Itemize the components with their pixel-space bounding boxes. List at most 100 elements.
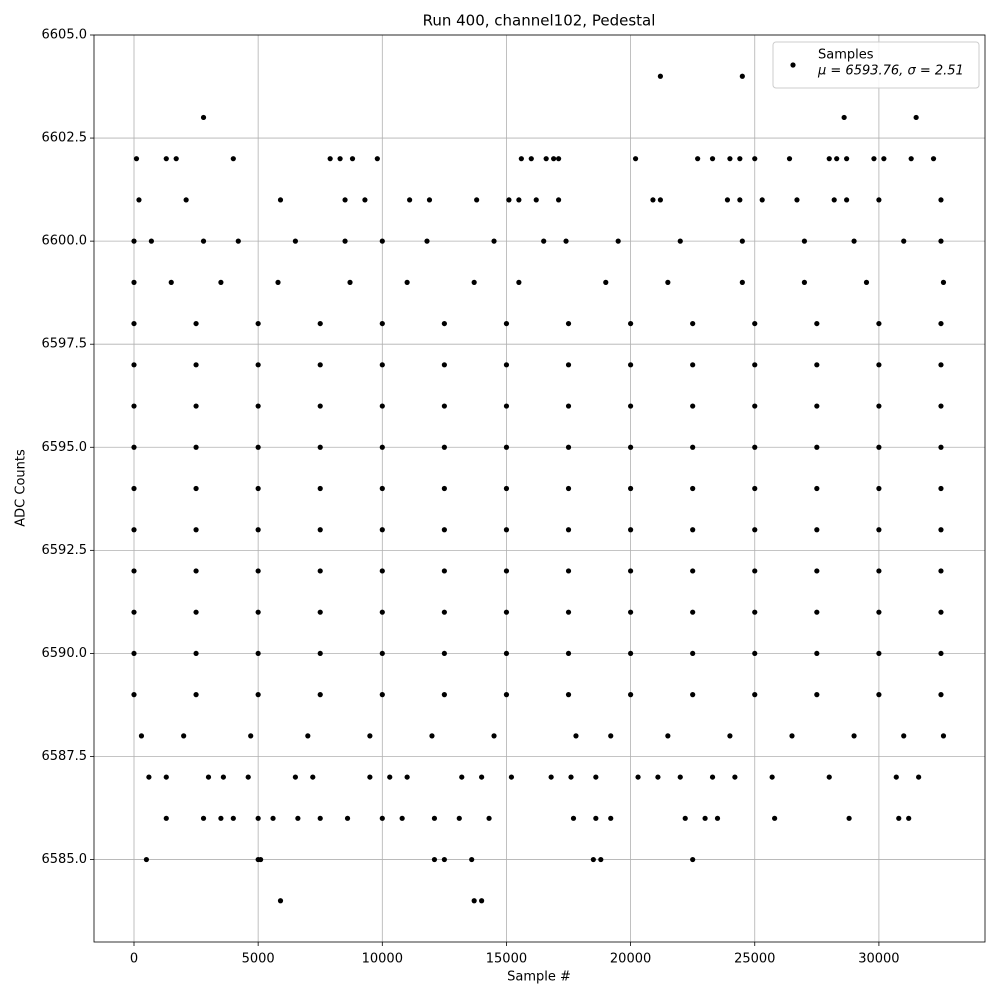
point bbox=[193, 403, 199, 409]
x-tick-label: 30000 bbox=[858, 952, 899, 967]
point bbox=[543, 156, 549, 162]
point bbox=[317, 527, 323, 533]
point bbox=[876, 692, 882, 698]
point bbox=[255, 527, 261, 533]
point bbox=[665, 733, 671, 739]
point bbox=[628, 568, 634, 574]
point bbox=[344, 815, 351, 821]
x-tick-label: 20000 bbox=[610, 952, 651, 967]
point bbox=[193, 485, 199, 492]
point bbox=[317, 362, 323, 368]
point bbox=[598, 856, 604, 863]
point bbox=[131, 485, 137, 492]
point bbox=[650, 197, 656, 203]
point bbox=[205, 774, 212, 780]
point bbox=[486, 815, 492, 821]
point bbox=[317, 444, 323, 450]
point bbox=[690, 692, 696, 698]
y-tick-label: 6600.0 bbox=[42, 234, 88, 249]
point bbox=[218, 279, 224, 285]
point bbox=[275, 279, 281, 285]
point bbox=[752, 609, 758, 615]
point bbox=[138, 733, 145, 739]
point bbox=[814, 485, 820, 492]
point bbox=[570, 815, 577, 821]
point bbox=[752, 527, 758, 533]
point bbox=[814, 403, 820, 409]
point bbox=[317, 815, 323, 821]
point bbox=[739, 279, 745, 285]
point bbox=[424, 238, 430, 244]
point bbox=[690, 320, 696, 327]
point bbox=[181, 733, 187, 739]
point bbox=[814, 444, 820, 450]
point bbox=[709, 156, 716, 162]
point bbox=[786, 156, 793, 162]
point bbox=[906, 815, 912, 821]
point bbox=[876, 568, 882, 574]
point bbox=[794, 197, 800, 203]
point bbox=[628, 650, 634, 657]
point bbox=[379, 320, 385, 327]
point bbox=[255, 609, 261, 615]
point bbox=[690, 485, 696, 492]
point bbox=[628, 527, 634, 533]
point bbox=[608, 815, 614, 821]
x-tick-label: 25000 bbox=[734, 952, 775, 967]
point bbox=[831, 197, 837, 203]
point bbox=[893, 774, 899, 780]
point bbox=[248, 733, 254, 739]
point bbox=[752, 444, 758, 450]
point bbox=[528, 156, 534, 162]
point bbox=[628, 444, 634, 450]
point bbox=[814, 568, 820, 574]
point bbox=[516, 279, 522, 285]
point bbox=[876, 320, 882, 327]
point bbox=[628, 609, 634, 615]
point bbox=[441, 403, 447, 409]
point bbox=[826, 774, 832, 780]
point bbox=[930, 156, 937, 162]
point bbox=[814, 692, 820, 698]
point bbox=[690, 568, 696, 574]
point bbox=[541, 238, 547, 244]
point bbox=[193, 568, 199, 574]
point bbox=[407, 197, 413, 203]
point bbox=[193, 650, 199, 657]
point bbox=[690, 856, 696, 863]
chart-title: Run 400, channel102, Pedestal bbox=[423, 12, 656, 30]
point bbox=[491, 238, 497, 244]
point bbox=[635, 774, 641, 780]
point bbox=[655, 774, 661, 780]
point bbox=[916, 774, 922, 780]
point bbox=[682, 815, 688, 821]
point bbox=[431, 856, 438, 863]
point bbox=[163, 815, 169, 821]
point bbox=[593, 815, 599, 821]
point bbox=[255, 320, 261, 327]
point bbox=[814, 320, 820, 327]
point bbox=[399, 815, 405, 821]
point bbox=[193, 444, 199, 450]
point bbox=[148, 238, 154, 244]
point bbox=[881, 156, 887, 162]
point bbox=[163, 774, 169, 780]
point bbox=[801, 279, 808, 285]
point bbox=[769, 774, 775, 780]
point bbox=[739, 73, 745, 79]
point bbox=[146, 774, 152, 780]
point bbox=[317, 650, 323, 657]
point bbox=[317, 692, 323, 698]
point bbox=[367, 774, 373, 780]
point bbox=[218, 815, 224, 821]
point bbox=[608, 733, 614, 739]
x-tick-label: 0 bbox=[130, 952, 138, 967]
point bbox=[724, 197, 731, 203]
point bbox=[379, 815, 385, 821]
point bbox=[938, 403, 944, 409]
point bbox=[834, 156, 840, 162]
point bbox=[131, 238, 137, 244]
point bbox=[938, 320, 944, 327]
